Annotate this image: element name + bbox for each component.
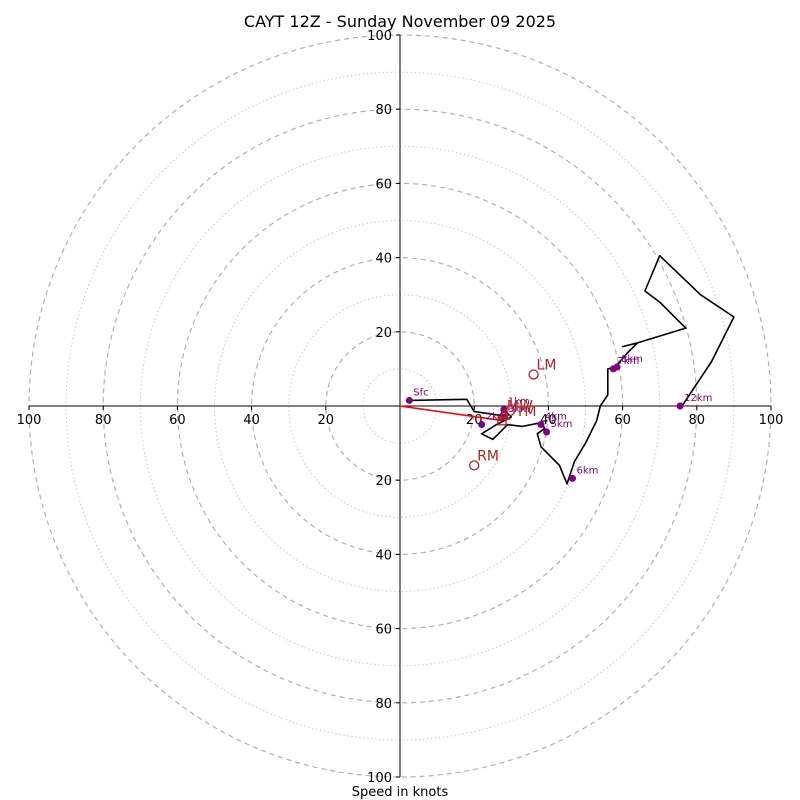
height-marker-4km bbox=[537, 421, 545, 429]
y-tick-label: 20 bbox=[375, 474, 392, 489]
height-label-4km: 4km bbox=[545, 412, 567, 423]
height-label-2km: 2km bbox=[486, 412, 508, 423]
height-marker-5km bbox=[543, 428, 551, 436]
storm-motion-marker-dtm bbox=[497, 416, 507, 426]
y-tick-label: 100 bbox=[367, 771, 392, 786]
x-tick-label: 100 bbox=[759, 413, 784, 428]
chart-title: CAYT 12Z - Sunday November 09 2025 bbox=[244, 12, 556, 31]
height-label-12km: 12km bbox=[684, 393, 712, 404]
x-tick-label: 60 bbox=[169, 413, 186, 428]
shear-vector-line bbox=[399, 405, 504, 422]
wind-trace-line bbox=[409, 254, 735, 485]
x-tick-label: 80 bbox=[689, 413, 706, 428]
x-tick-label: 40 bbox=[243, 413, 260, 428]
height-marker-6km bbox=[569, 474, 577, 482]
storm-motion-marker-mw bbox=[497, 408, 510, 420]
y-tick-label: 20 bbox=[375, 326, 392, 341]
storm-motion-label-dtm: DTM bbox=[505, 404, 536, 420]
height-label-8km: 8km bbox=[621, 354, 643, 365]
y-tick-label: 60 bbox=[375, 623, 392, 638]
wind-trace bbox=[409, 254, 735, 485]
height-label-5km: 5km bbox=[551, 419, 573, 430]
storm-motion-marker-rm bbox=[469, 460, 480, 471]
height-label-7km: 7km bbox=[617, 356, 639, 367]
height-marker-2km bbox=[478, 421, 486, 429]
y-tick-label: 80 bbox=[375, 697, 392, 712]
x-tick-label: 60 bbox=[614, 413, 631, 428]
y-tick-label: 40 bbox=[375, 252, 392, 267]
shear-vector bbox=[399, 405, 504, 422]
x-tick-label: 80 bbox=[95, 413, 112, 428]
storm-motion-marker-lm bbox=[528, 369, 539, 380]
storm-motion-label-lm: LM bbox=[537, 357, 557, 373]
storm-motion-label-mw: MW bbox=[507, 398, 533, 414]
x-axis-label: Speed in knots bbox=[352, 785, 449, 800]
storm-motion-label-rm: RM bbox=[477, 448, 499, 464]
height-label-6km: 6km bbox=[577, 465, 599, 476]
height-marker-12km bbox=[676, 402, 684, 410]
y-tick-label: 60 bbox=[375, 177, 392, 192]
x-tick-label: 20 bbox=[318, 413, 335, 428]
y-tick-label: 100 bbox=[367, 29, 392, 44]
height-marker-8km bbox=[613, 363, 621, 371]
height-label-3km: 3km bbox=[508, 404, 530, 415]
height-label-1km: 1km bbox=[508, 397, 530, 408]
y-tick-label: 40 bbox=[375, 548, 392, 563]
height-marker-sfc bbox=[405, 396, 413, 404]
y-tick-label: 80 bbox=[375, 103, 392, 118]
height-label-sfc: Sfc bbox=[413, 387, 428, 398]
x-tick-label: 100 bbox=[17, 413, 42, 428]
